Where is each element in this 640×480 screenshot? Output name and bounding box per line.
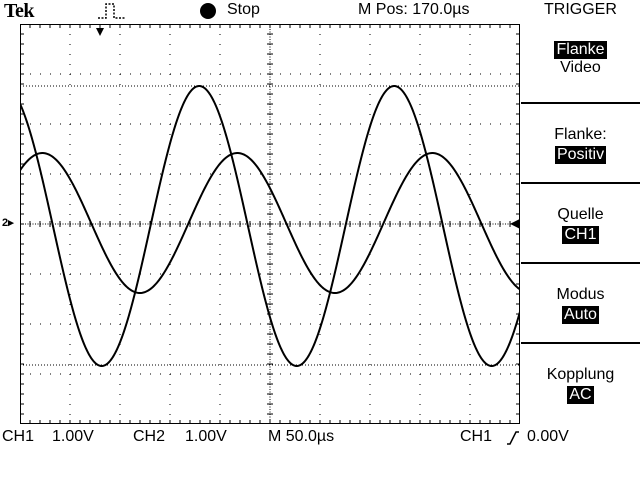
menu-item-coupling[interactable]: Kopplung AC [546,366,615,404]
brand-logo: Tek [4,0,35,22]
top-bar: Tek Stop M Pos: 170.0µs TRIGGER [0,0,640,36]
trigger-position-icon [96,3,126,36]
status-bar: CH1 1.00V CH2 1.00V M 50.0µs CH1 0.00V [0,428,640,448]
timebase-readout: M 50.0µs [268,428,335,445]
ch2-scale: 1.00V [185,428,227,445]
menu-divider [521,262,640,264]
trigger-menu: Flanke Video Flanke: Positiv Quelle CH1 … [521,24,640,424]
ch2-waveform [20,151,520,295]
run-state-label: Stop [227,1,260,18]
menu-divider [521,182,640,184]
menu-item-mode[interactable]: Modus Auto [556,286,605,324]
horizontal-position-readout: M Pos: 170.0µs [358,1,470,18]
graticule [20,24,520,424]
ch1-waveform [20,84,520,367]
ch2-label: CH2 [133,428,166,445]
ch1-label: CH1 [2,428,35,445]
menu-item-flanke-video[interactable]: Flanke Video [554,41,607,76]
menu-divider [521,102,640,104]
waveform-display [20,24,520,424]
ch2-ground-marker: 2▸ [2,217,14,229]
menu-item-source[interactable]: Quelle CH1 [557,206,604,244]
menu-divider [521,342,640,344]
trigger-level-marker: ◀ [510,216,520,230]
ch1-scale: 1.00V [52,428,94,445]
menu-item-slope[interactable]: Flanke: Positiv [554,126,607,164]
trigger-source-readout: CH1 [460,428,493,445]
trigger-level-readout: 0.00V [527,428,569,445]
menu-title: TRIGGER [544,1,617,18]
run-state-icon [200,3,216,19]
rising-edge-icon [507,431,519,445]
